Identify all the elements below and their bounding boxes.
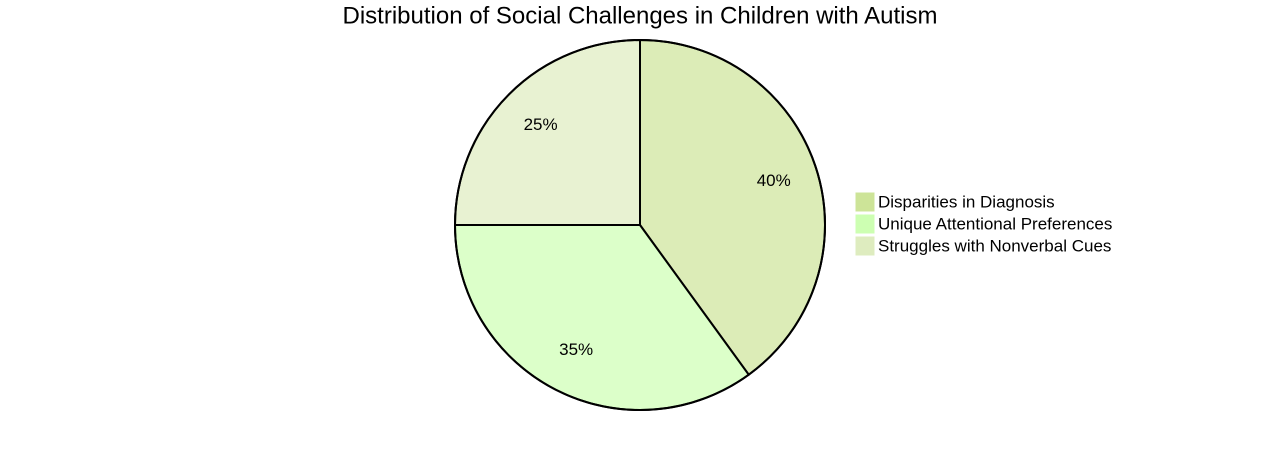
legend-swatch [855,214,875,234]
legend-swatch [855,192,875,212]
slice-label: 40% [757,171,791,190]
pie-outline [454,39,826,411]
chart-title: Distribution of Social Challenges in Chi… [343,2,938,29]
legend-swatch [855,236,875,256]
legend-label: Struggles with Nonverbal Cues [878,236,1111,255]
legend-label: Unique Attentional Preferences [878,214,1112,233]
slice-label: 25% [524,115,558,134]
legend-label: Disparities in Diagnosis [878,192,1055,211]
slice-label: 35% [559,340,593,359]
